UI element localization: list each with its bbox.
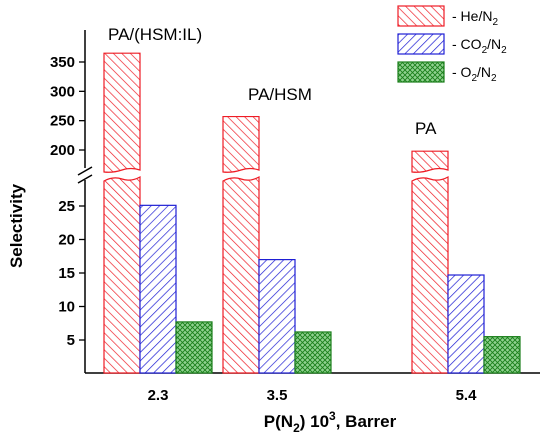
bar-upper-3.5 [222,115,260,173]
x-tick-label: 3.5 [267,387,288,404]
y-tick-label: 25 [58,198,75,215]
x-tick-label: 5.4 [456,387,478,404]
x-axis-title-tail: , Barrer [336,412,397,431]
bar-3.5 [294,331,332,374]
bar-lower-2.3 [103,175,141,374]
legend-swatch [397,5,445,27]
legend-label: - CO2/N2 [452,36,507,56]
y-tick-label: 350 [50,54,75,71]
bar-2.3 [175,321,213,374]
y-axis-title: Selectivity [7,183,26,268]
y-tick-label: 250 [50,113,75,130]
legend-label: - O2/N2 [452,64,497,84]
group-labels: PA/(HSM:IL) PA/HSM PA [108,25,437,138]
bar-5.4 [447,274,485,374]
y-tick-label: 10 [58,299,75,316]
x-axis: 2.3 3.5 5.4 [148,387,478,404]
legend-label: - He/N2 [452,8,498,28]
group-label: PA [415,119,437,138]
bar-upper-5.4 [411,150,449,173]
x-axis-title-sub: 2 [293,421,300,435]
axis-break-mark [77,166,93,176]
x-axis-title: P(N2) 103, Barrer [264,409,397,435]
group-label: PA/(HSM:IL) [108,25,202,44]
x-axis-title-mid: ) 10 [300,412,329,431]
bar-lower-5.4 [411,175,449,374]
y-axis: 5 10 15 20 25 200 250 300 350 [50,54,85,349]
y-tick-label: 15 [58,265,75,282]
legend-swatch [397,33,445,55]
bar-upper-2.3 [103,52,141,173]
x-axis-title-sup: 3 [329,409,336,423]
y-tick-label: 300 [50,83,75,100]
axis-break-mark [77,174,93,184]
y-tick-label: 5 [67,332,75,349]
group-label: PA/HSM [248,85,312,104]
bars-layer [103,52,521,374]
bar-2.3 [139,204,177,374]
y-tick-label: 200 [50,142,75,159]
bar-lower-3.5 [222,175,260,374]
x-axis-title-main: P(N [264,412,293,431]
legend-swatch [397,61,445,83]
legend: - He/N2 - CO2/N2 - O2/N2 [397,5,507,84]
bar-5.4 [483,336,521,374]
x-tick-label: 2.3 [148,387,169,404]
bar-3.5 [258,259,296,374]
y-tick-label: 20 [58,232,75,249]
